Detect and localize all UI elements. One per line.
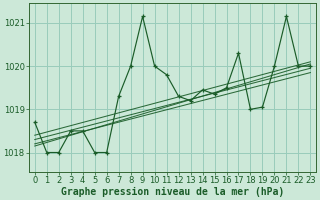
X-axis label: Graphe pression niveau de la mer (hPa): Graphe pression niveau de la mer (hPa)	[61, 186, 284, 197]
